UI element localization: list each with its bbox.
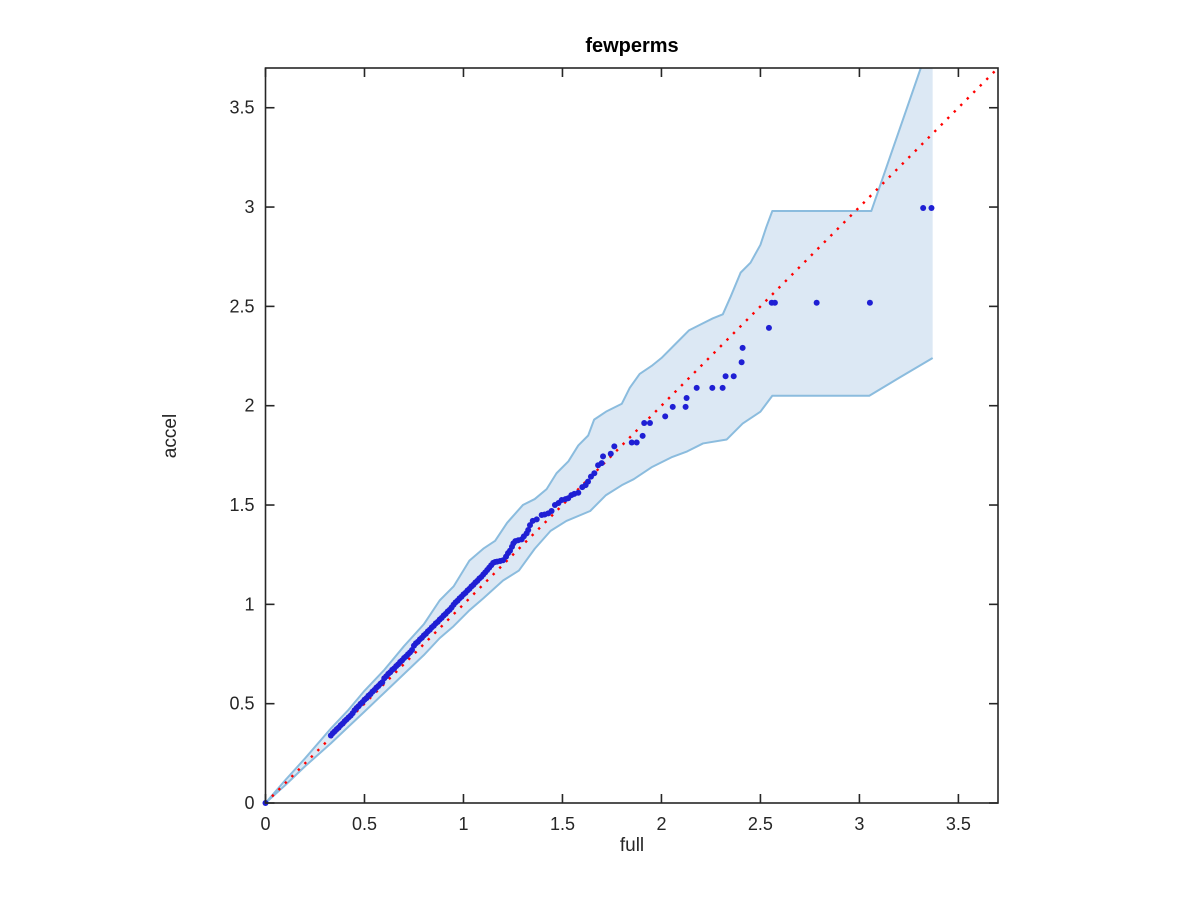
data-point bbox=[607, 450, 614, 457]
axes-box bbox=[264, 67, 999, 804]
data-point bbox=[548, 507, 555, 514]
data-point bbox=[738, 359, 745, 366]
tick-labels: 0 0.5 1 1.5 2 2.5 3 3.5 0 0.5 1 1.5 2 2.5 3 3.5 bbox=[229, 98, 970, 834]
y-tick-label: 3.5 bbox=[229, 98, 254, 118]
data-point bbox=[669, 403, 676, 410]
x-tick-label: 2.5 bbox=[748, 814, 773, 834]
data-point bbox=[771, 299, 778, 306]
x-tick-label: 1 bbox=[458, 814, 468, 834]
x-tick-label: 3.5 bbox=[946, 814, 971, 834]
x-tick-label: 3 bbox=[854, 814, 864, 834]
data-point bbox=[600, 453, 607, 460]
data-point bbox=[920, 205, 927, 212]
data-point bbox=[683, 394, 690, 401]
y-tick-label: 2 bbox=[244, 396, 254, 416]
data-point bbox=[533, 516, 540, 523]
data-point bbox=[682, 403, 689, 410]
data-point bbox=[866, 299, 873, 306]
data-point bbox=[662, 413, 669, 420]
confidence-band bbox=[264, 67, 934, 804]
x-tick-label: 2 bbox=[656, 814, 666, 834]
data-point bbox=[575, 489, 582, 496]
x-tick-label: 0.5 bbox=[352, 814, 377, 834]
data-point bbox=[641, 419, 648, 426]
data-point bbox=[584, 478, 591, 485]
data-point bbox=[693, 384, 700, 391]
data-point bbox=[591, 470, 598, 477]
chart-title: fewperms bbox=[585, 35, 678, 57]
data-point bbox=[646, 419, 653, 426]
data-point bbox=[639, 432, 646, 439]
x-tick-label: 1.5 bbox=[550, 814, 575, 834]
x-tick-label: 0 bbox=[260, 814, 270, 834]
data-point bbox=[633, 439, 640, 446]
data-point bbox=[813, 299, 820, 306]
data-point bbox=[765, 324, 772, 331]
data-point bbox=[719, 384, 726, 391]
data-point bbox=[628, 439, 635, 446]
data-point bbox=[611, 443, 618, 450]
data-point bbox=[722, 373, 729, 380]
data-point bbox=[739, 344, 746, 351]
data-point bbox=[730, 373, 737, 380]
data-point bbox=[525, 527, 532, 534]
y-tick-label: 3 bbox=[244, 197, 254, 217]
data-points bbox=[262, 205, 935, 806]
y-tick-label: 1 bbox=[244, 594, 254, 614]
y-tick-label: 2.5 bbox=[229, 296, 254, 316]
data-point bbox=[928, 205, 935, 212]
data-point bbox=[709, 384, 716, 391]
y-tick-label: 0.5 bbox=[229, 694, 254, 714]
y-tick-label: 0 bbox=[244, 793, 254, 813]
x-axis-label: full bbox=[620, 835, 644, 856]
y-tick-label: 1.5 bbox=[229, 495, 254, 515]
data-point bbox=[598, 460, 605, 467]
y-axis-label: accel bbox=[160, 414, 181, 458]
